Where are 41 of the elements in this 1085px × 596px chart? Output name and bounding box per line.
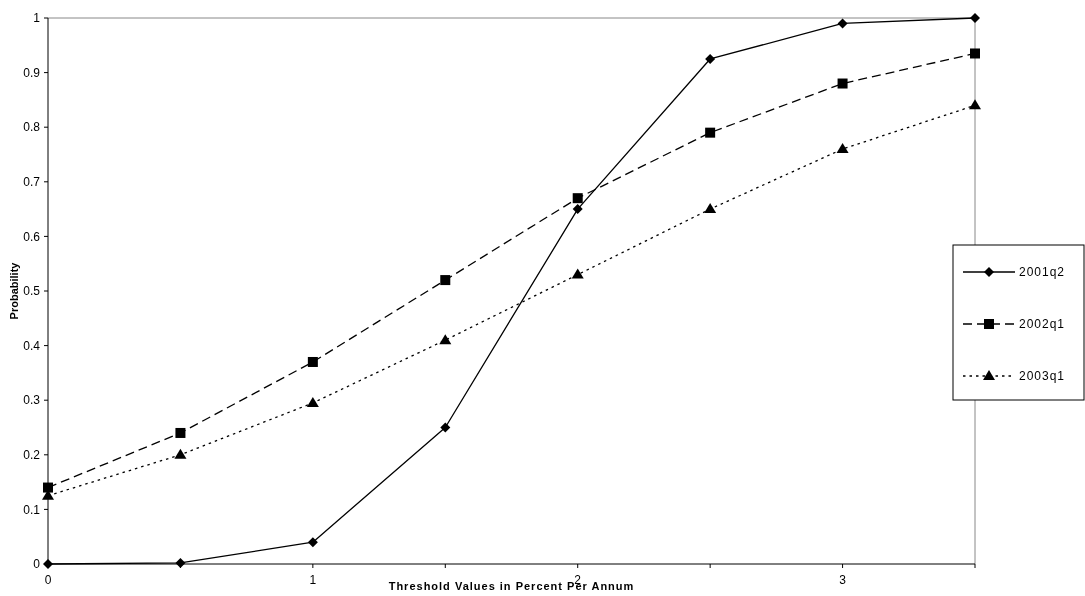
x-tick-label: 3: [839, 573, 847, 587]
y-tick-label: 0.4: [23, 338, 41, 353]
y-tick-label: 0.3: [23, 393, 41, 408]
point: [306, 396, 319, 407]
y-tick-label: 0.1: [23, 502, 41, 517]
point: [307, 356, 318, 367]
point: [440, 422, 451, 433]
y-tick-label: 1: [33, 11, 41, 26]
y-tick-label: 0: [33, 557, 41, 572]
point: [572, 204, 583, 215]
point: [175, 557, 186, 568]
y-tick-label: 0.5: [23, 284, 41, 299]
point: [837, 78, 848, 89]
x-tick-label: 1: [309, 573, 317, 587]
y-tick-label: 0.9: [23, 65, 41, 80]
point: [571, 268, 584, 279]
y-tick-label: 0.2: [23, 448, 41, 462]
point: [440, 275, 451, 286]
y-tick-label: 0.7: [23, 175, 41, 189]
point: [836, 143, 849, 154]
point: [175, 427, 186, 438]
x-tick-label: 0: [44, 573, 52, 587]
point: [43, 482, 53, 493]
y-axis-title: Probability: [8, 261, 20, 320]
point: [970, 13, 980, 23]
legend-label: 2002q1: [1019, 317, 1066, 332]
legend-label: 2001q2: [1019, 265, 1066, 280]
legend-label: 2003q1: [1019, 369, 1066, 384]
y-tick-label: 0.6: [23, 229, 41, 244]
point: [837, 18, 848, 29]
point: [572, 193, 583, 204]
point: [307, 537, 318, 548]
point: [174, 448, 187, 459]
point: [970, 48, 980, 59]
point: [705, 127, 716, 138]
point: [969, 99, 981, 110]
point: [439, 334, 452, 345]
y-tick-label: 0.8: [23, 120, 41, 135]
point: [705, 53, 716, 64]
point: [704, 203, 717, 214]
point: [43, 559, 53, 569]
